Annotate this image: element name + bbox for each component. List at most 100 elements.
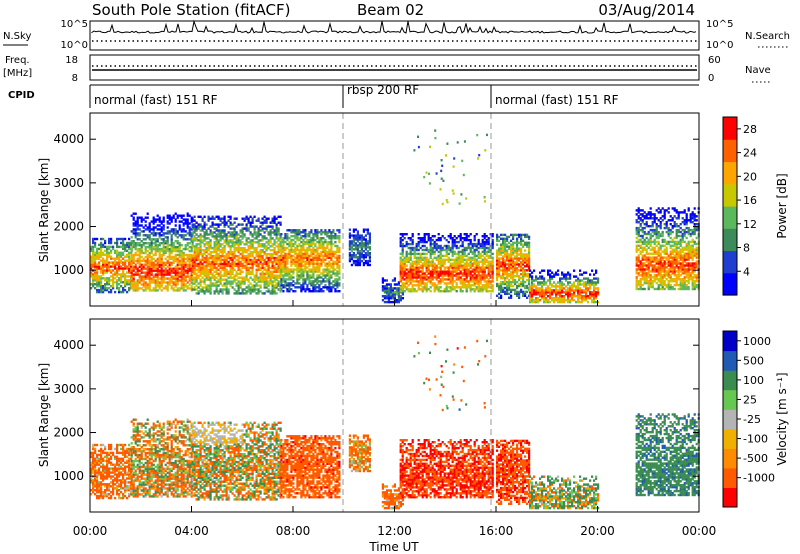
power-cell (286, 266, 289, 269)
power-cell (443, 244, 446, 248)
power-cell (271, 288, 274, 291)
power-cell (225, 280, 228, 283)
power-cell (401, 238, 404, 242)
power-cell (435, 238, 438, 242)
power-cell (132, 259, 135, 263)
power-cell (320, 229, 323, 232)
power-cell (469, 272, 472, 275)
power-cell (433, 286, 436, 289)
power-cell (510, 243, 513, 246)
power-cell (445, 248, 448, 252)
power-cell (457, 254, 460, 258)
nave-tick-low: 0 (708, 73, 714, 84)
power-cell (96, 267, 99, 270)
power-cell (207, 262, 210, 266)
power-cell (267, 284, 270, 287)
power-cell (209, 260, 212, 264)
power-cell (282, 276, 285, 279)
power-cell (381, 279, 384, 282)
power-cell (166, 216, 169, 219)
power-cell (419, 254, 422, 258)
power-cell (249, 260, 252, 264)
power-cell (146, 228, 149, 231)
power-cell (265, 221, 268, 224)
power-cell (437, 286, 440, 289)
power-cell (138, 259, 141, 263)
power-cell (118, 251, 121, 254)
power-cell (255, 282, 258, 285)
power-cell (176, 289, 179, 292)
power-cell (463, 268, 466, 271)
power-cell (498, 296, 501, 299)
power-cell (298, 276, 301, 279)
power-cell (366, 261, 369, 265)
power-cell (427, 248, 430, 252)
power-cell (312, 250, 315, 254)
power-cell (391, 287, 394, 290)
power-cell (96, 255, 99, 258)
power-cell (483, 237, 486, 240)
power-cell (445, 290, 448, 293)
power-cell (500, 257, 503, 260)
power-cell (249, 270, 252, 273)
power-cell (172, 281, 175, 284)
power-cell (209, 231, 212, 234)
power-cell (213, 250, 216, 254)
power-cell (104, 283, 107, 286)
power-cell (508, 245, 511, 248)
power-cell (539, 277, 542, 280)
power-cell (223, 233, 226, 236)
power-cell (186, 275, 189, 278)
power-cell (362, 246, 365, 249)
power-cell (259, 280, 262, 283)
power-cell (207, 270, 210, 273)
power-cell (259, 284, 262, 287)
power-cell (148, 228, 151, 231)
power-cell (227, 270, 230, 273)
power-cell (292, 270, 295, 273)
power-cell (146, 275, 149, 278)
power-cell (567, 271, 570, 274)
power-cell (356, 230, 359, 233)
power-cell (219, 264, 222, 268)
power-cell (545, 293, 548, 296)
power-cell (215, 237, 218, 240)
power-cell (102, 269, 105, 272)
power-cell (284, 282, 287, 285)
power-cell (455, 268, 458, 271)
power-cell (473, 282, 476, 285)
power-cell (405, 242, 408, 246)
power-cell (528, 263, 531, 266)
power-cell (500, 288, 503, 292)
power-cell (429, 280, 432, 283)
power-cell (296, 229, 299, 232)
power-cell (231, 227, 234, 230)
power-cell (180, 273, 183, 276)
power-cell (203, 233, 206, 236)
power-cell (471, 280, 474, 283)
power-cell (203, 290, 206, 293)
power-cell (437, 276, 440, 279)
power-cell (366, 242, 369, 245)
power-cell (539, 299, 542, 302)
power-cell (197, 227, 200, 230)
power-cell (241, 252, 244, 256)
power-cell (518, 294, 521, 297)
power-cell (457, 278, 460, 281)
power-cell (338, 235, 341, 238)
power-cell (265, 252, 268, 256)
power-cell (409, 280, 412, 283)
power-cell (479, 254, 482, 258)
power-cell (502, 251, 505, 254)
power-cell (526, 261, 529, 264)
power-cell (168, 261, 171, 264)
power-cell (405, 268, 408, 271)
power-cell (409, 242, 412, 246)
power-cell (221, 252, 224, 256)
power-cell (197, 235, 200, 238)
power-cell (247, 219, 250, 222)
power-cell (296, 262, 299, 265)
power-cell (193, 286, 196, 289)
power-cell (475, 254, 478, 258)
power-cell (150, 289, 153, 292)
